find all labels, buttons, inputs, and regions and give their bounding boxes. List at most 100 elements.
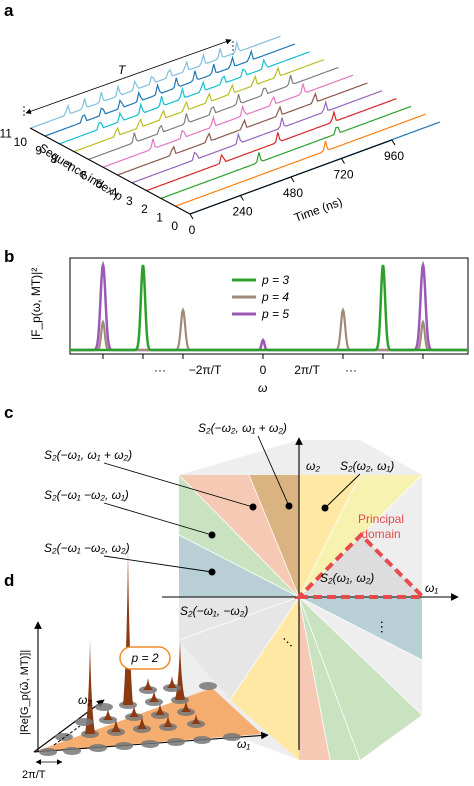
trace-p3 — [146, 98, 397, 192]
sector-ray-8 — [298, 596, 361, 761]
region-label-4: S₂(−ω₁ −ω₂, ω₂) — [44, 541, 130, 555]
trace-p1 — [175, 113, 426, 207]
peak-base-25 — [199, 682, 217, 690]
sequence-tick-2: 2 — [141, 202, 148, 216]
peak-18 — [181, 700, 191, 712]
sequence-tick-7: 7 — [66, 160, 73, 174]
x-tick-label: −2π/T — [189, 363, 222, 377]
ellipsis-1: ··· — [375, 620, 391, 634]
region-pointer-0 — [257, 435, 290, 507]
region-label-5: S₂(ω₁, ω₂) — [320, 571, 374, 585]
panel-c-letter: c — [4, 403, 13, 422]
sequence-traces — [30, 35, 441, 215]
sequence-tick-5: 5 — [96, 177, 103, 191]
peak-9 — [85, 639, 95, 734]
curve-p3 — [70, 264, 468, 352]
principal-domain-triangle — [294, 532, 428, 599]
sequence-tick-9: 9 — [35, 143, 42, 157]
x-tick-label: ··· — [345, 363, 357, 377]
peak-11 — [137, 715, 147, 729]
region-pointer-3 — [103, 502, 213, 536]
peak-17 — [155, 703, 165, 715]
sector-ray-10 — [298, 596, 423, 716]
sequence-axis — [29, 127, 191, 215]
sequence-tick-8: 8 — [51, 152, 58, 166]
peak-base-2 — [89, 744, 107, 752]
sequence-tick-3: 3 — [126, 194, 133, 208]
sequence-tick-0: 0 — [171, 219, 178, 233]
legend: p = 3 p = 4 p = 5 — [232, 273, 289, 321]
spectrum-curves — [70, 260, 468, 352]
peak-base-8 — [55, 733, 73, 741]
legend-label-2: p = 5 — [261, 307, 289, 321]
region-pointer-4 — [103, 555, 213, 573]
sector-ray-9 — [298, 596, 423, 661]
sequence-tick-10: 10 — [14, 135, 28, 149]
peak-23 — [143, 678, 153, 690]
peak-base-14 — [75, 718, 93, 726]
trace-p11 — [30, 35, 281, 129]
region-labels: S₂(−ω₂, ω₁ + ω₂) S₂(−ω₁, ω₁ + ω₂) S₂(ω₂, ω… — [44, 421, 394, 652]
sequence-tick-11: 11 — [0, 127, 12, 141]
z-axis-label: |Re[G_p(ω⃗, MT)]| — [19, 650, 31, 735]
trace-p2 — [160, 105, 412, 199]
omega1-label: ω₁ — [425, 581, 438, 595]
region-dot-3 — [208, 531, 216, 539]
plot-frame — [69, 257, 469, 355]
time-tick-mark — [341, 158, 345, 164]
time-tick-240: 240 — [232, 205, 252, 219]
domain-sectors — [178, 440, 423, 761]
region-label-1: S₂(−ω₁, ω₁ + ω₂) — [44, 448, 132, 462]
peak-base-5 — [167, 738, 185, 746]
time-tick-mark — [189, 213, 194, 220]
p-label: p = 2 — [130, 651, 158, 665]
period-label-d: 2π/T — [22, 769, 46, 781]
period-label: T — [118, 63, 127, 77]
peak-base-3 — [115, 742, 133, 750]
x-tick-labels: ··· −2π/T 0 2π/T ··· — [102, 354, 424, 377]
region-dot-2 — [321, 504, 329, 512]
x-axis-label: ω — [258, 381, 267, 395]
trace-p5 — [117, 82, 368, 176]
panel-c: c ω₁ ω₂ Principal domain S₂(−ω₂, ω₁ + ω₂… — [4, 403, 459, 761]
trace-p6 — [102, 74, 354, 168]
grid-dashed — [53, 725, 81, 746]
trace-p9 — [59, 51, 310, 145]
sequence-tick-4: 4 — [111, 185, 118, 199]
sector-8 — [179, 597, 299, 700]
time-ticks: 0 240 480 720 960 — [189, 139, 404, 237]
region-dot-1 — [249, 503, 257, 511]
omega1-label-d: ω₁ — [237, 737, 250, 751]
sector-ray-0 — [178, 474, 300, 598]
panel-b: b |F_p(ω, MT)|² ··· −2π/T 0 2π/T ··· ω p = 3… — [4, 247, 469, 395]
legend-label-0: p = 3 — [261, 273, 289, 287]
peak-12 — [163, 715, 173, 727]
peak-24 — [167, 676, 177, 688]
sequence-tick-1: 1 — [156, 211, 163, 225]
region-pointer-1 — [103, 462, 254, 508]
sector-ray-7 — [298, 596, 331, 761]
panel-d-letter: d — [4, 571, 14, 590]
peak-21 — [149, 690, 159, 702]
sector-ray-3 — [298, 474, 361, 598]
y-axis-label: |F_p(ω, MT)|² — [29, 268, 43, 340]
omega2-label: ω₂ — [306, 459, 320, 473]
peak-16 — [129, 705, 139, 717]
peak-15 — [103, 708, 113, 720]
sector-4 — [299, 475, 422, 597]
region-dot-0 — [285, 502, 293, 510]
time-tick-0: 0 — [189, 223, 196, 237]
sector-13 — [299, 535, 423, 597]
omega2-label-d: ω₂ — [78, 693, 92, 707]
sector-9 — [230, 597, 299, 760]
trace-p7 — [88, 66, 339, 160]
region-dot-4 — [208, 568, 216, 576]
time-tick-mark — [240, 195, 244, 201]
time-tick-720: 720 — [333, 168, 353, 182]
trace-p8 — [73, 59, 325, 153]
x-tick-label: ··· — [154, 363, 166, 377]
region-label-2: S₂(ω₂, ω₁) — [340, 459, 394, 473]
